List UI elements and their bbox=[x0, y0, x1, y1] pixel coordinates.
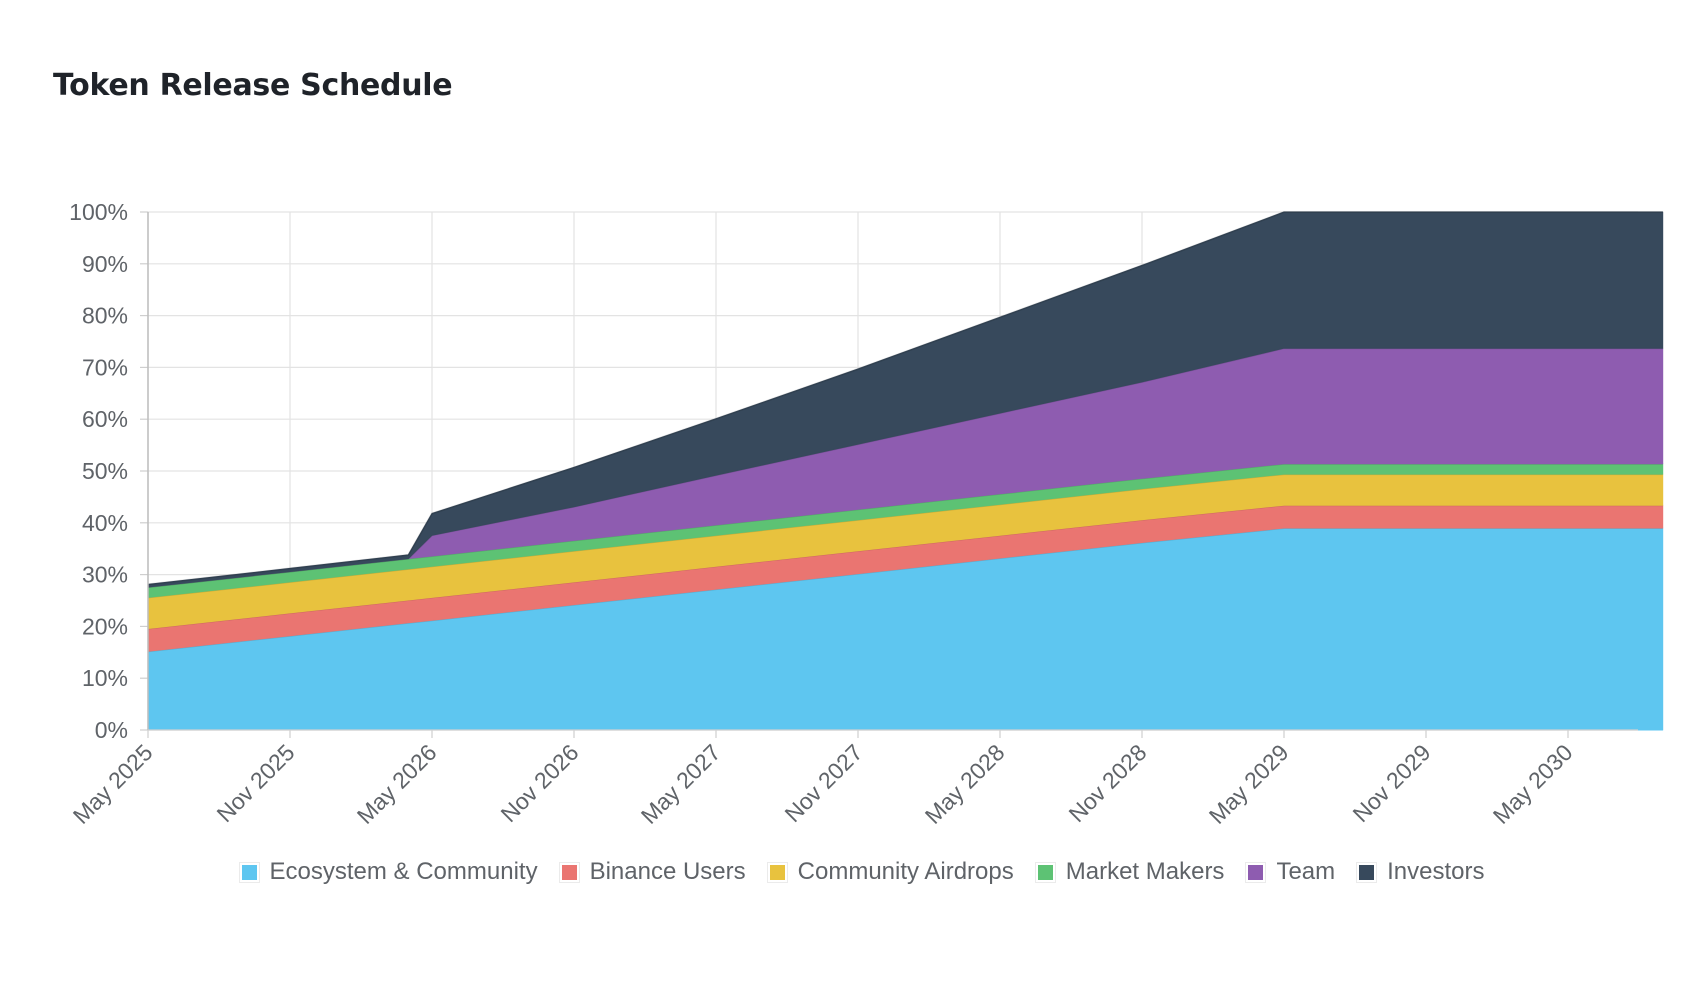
y-tick-label: 80% bbox=[82, 303, 128, 329]
y-tick-label: 10% bbox=[82, 665, 128, 691]
y-tick-label: 0% bbox=[95, 717, 128, 743]
legend-label: Ecosystem & Community bbox=[269, 858, 538, 885]
stacked-areas bbox=[147, 211, 1664, 731]
x-tick-label: Nov 2025 bbox=[212, 739, 300, 827]
legend-swatch bbox=[239, 862, 259, 882]
legend-item-market-makers[interactable]: Market Makers bbox=[1035, 858, 1225, 886]
y-tick-label: 30% bbox=[82, 562, 128, 588]
legend-swatch bbox=[559, 862, 579, 882]
legend-label: Binance Users bbox=[589, 858, 746, 885]
x-tick-label: May 2029 bbox=[1204, 739, 1294, 829]
legend-swatch bbox=[1246, 862, 1266, 882]
x-tick-label: Nov 2027 bbox=[780, 739, 868, 827]
y-tick-label: 20% bbox=[82, 613, 128, 639]
legend-item-investors[interactable]: Investors bbox=[1357, 858, 1485, 886]
x-tick-label: May 2028 bbox=[920, 739, 1010, 829]
legend: Ecosystem & Community Binance Users Commun… bbox=[0, 858, 1706, 886]
y-tick-label: 90% bbox=[82, 251, 128, 277]
legend-swatch bbox=[1035, 862, 1055, 882]
line-investors bbox=[147, 211, 1663, 586]
legend-swatch bbox=[767, 862, 787, 882]
legend-label: Community Airdrops bbox=[797, 858, 1014, 885]
x-tick-label: Nov 2028 bbox=[1064, 739, 1152, 827]
y-tick-label: 60% bbox=[82, 406, 128, 432]
legend-label: Investors bbox=[1387, 858, 1485, 885]
legend-swatch bbox=[1357, 862, 1377, 882]
x-tick-label: May 2025 bbox=[68, 739, 158, 829]
x-tick-label: Nov 2029 bbox=[1348, 739, 1436, 827]
y-tick-label: 40% bbox=[82, 510, 128, 536]
chart-title: Token Release Schedule bbox=[53, 68, 453, 103]
area-investors bbox=[147, 211, 1664, 588]
y-tick-label: 50% bbox=[82, 458, 128, 484]
legend-item-ecosystem-community[interactable]: Ecosystem & Community bbox=[239, 858, 538, 886]
legend-label: Team bbox=[1276, 858, 1336, 885]
legend-item-community-airdrops[interactable]: Community Airdrops bbox=[767, 858, 1014, 886]
x-tick-label: Nov 2026 bbox=[496, 739, 584, 827]
legend-item-binance-users[interactable]: Binance Users bbox=[559, 858, 746, 886]
legend-item-team[interactable]: Team bbox=[1246, 858, 1335, 886]
y-tick-label: 70% bbox=[82, 354, 128, 380]
x-tick-label: May 2030 bbox=[1488, 739, 1578, 829]
legend-label: Market Makers bbox=[1065, 858, 1225, 885]
x-tick-label: May 2027 bbox=[636, 739, 726, 829]
y-tick-label: 100% bbox=[69, 199, 128, 225]
x-tick-label: May 2026 bbox=[352, 739, 442, 829]
